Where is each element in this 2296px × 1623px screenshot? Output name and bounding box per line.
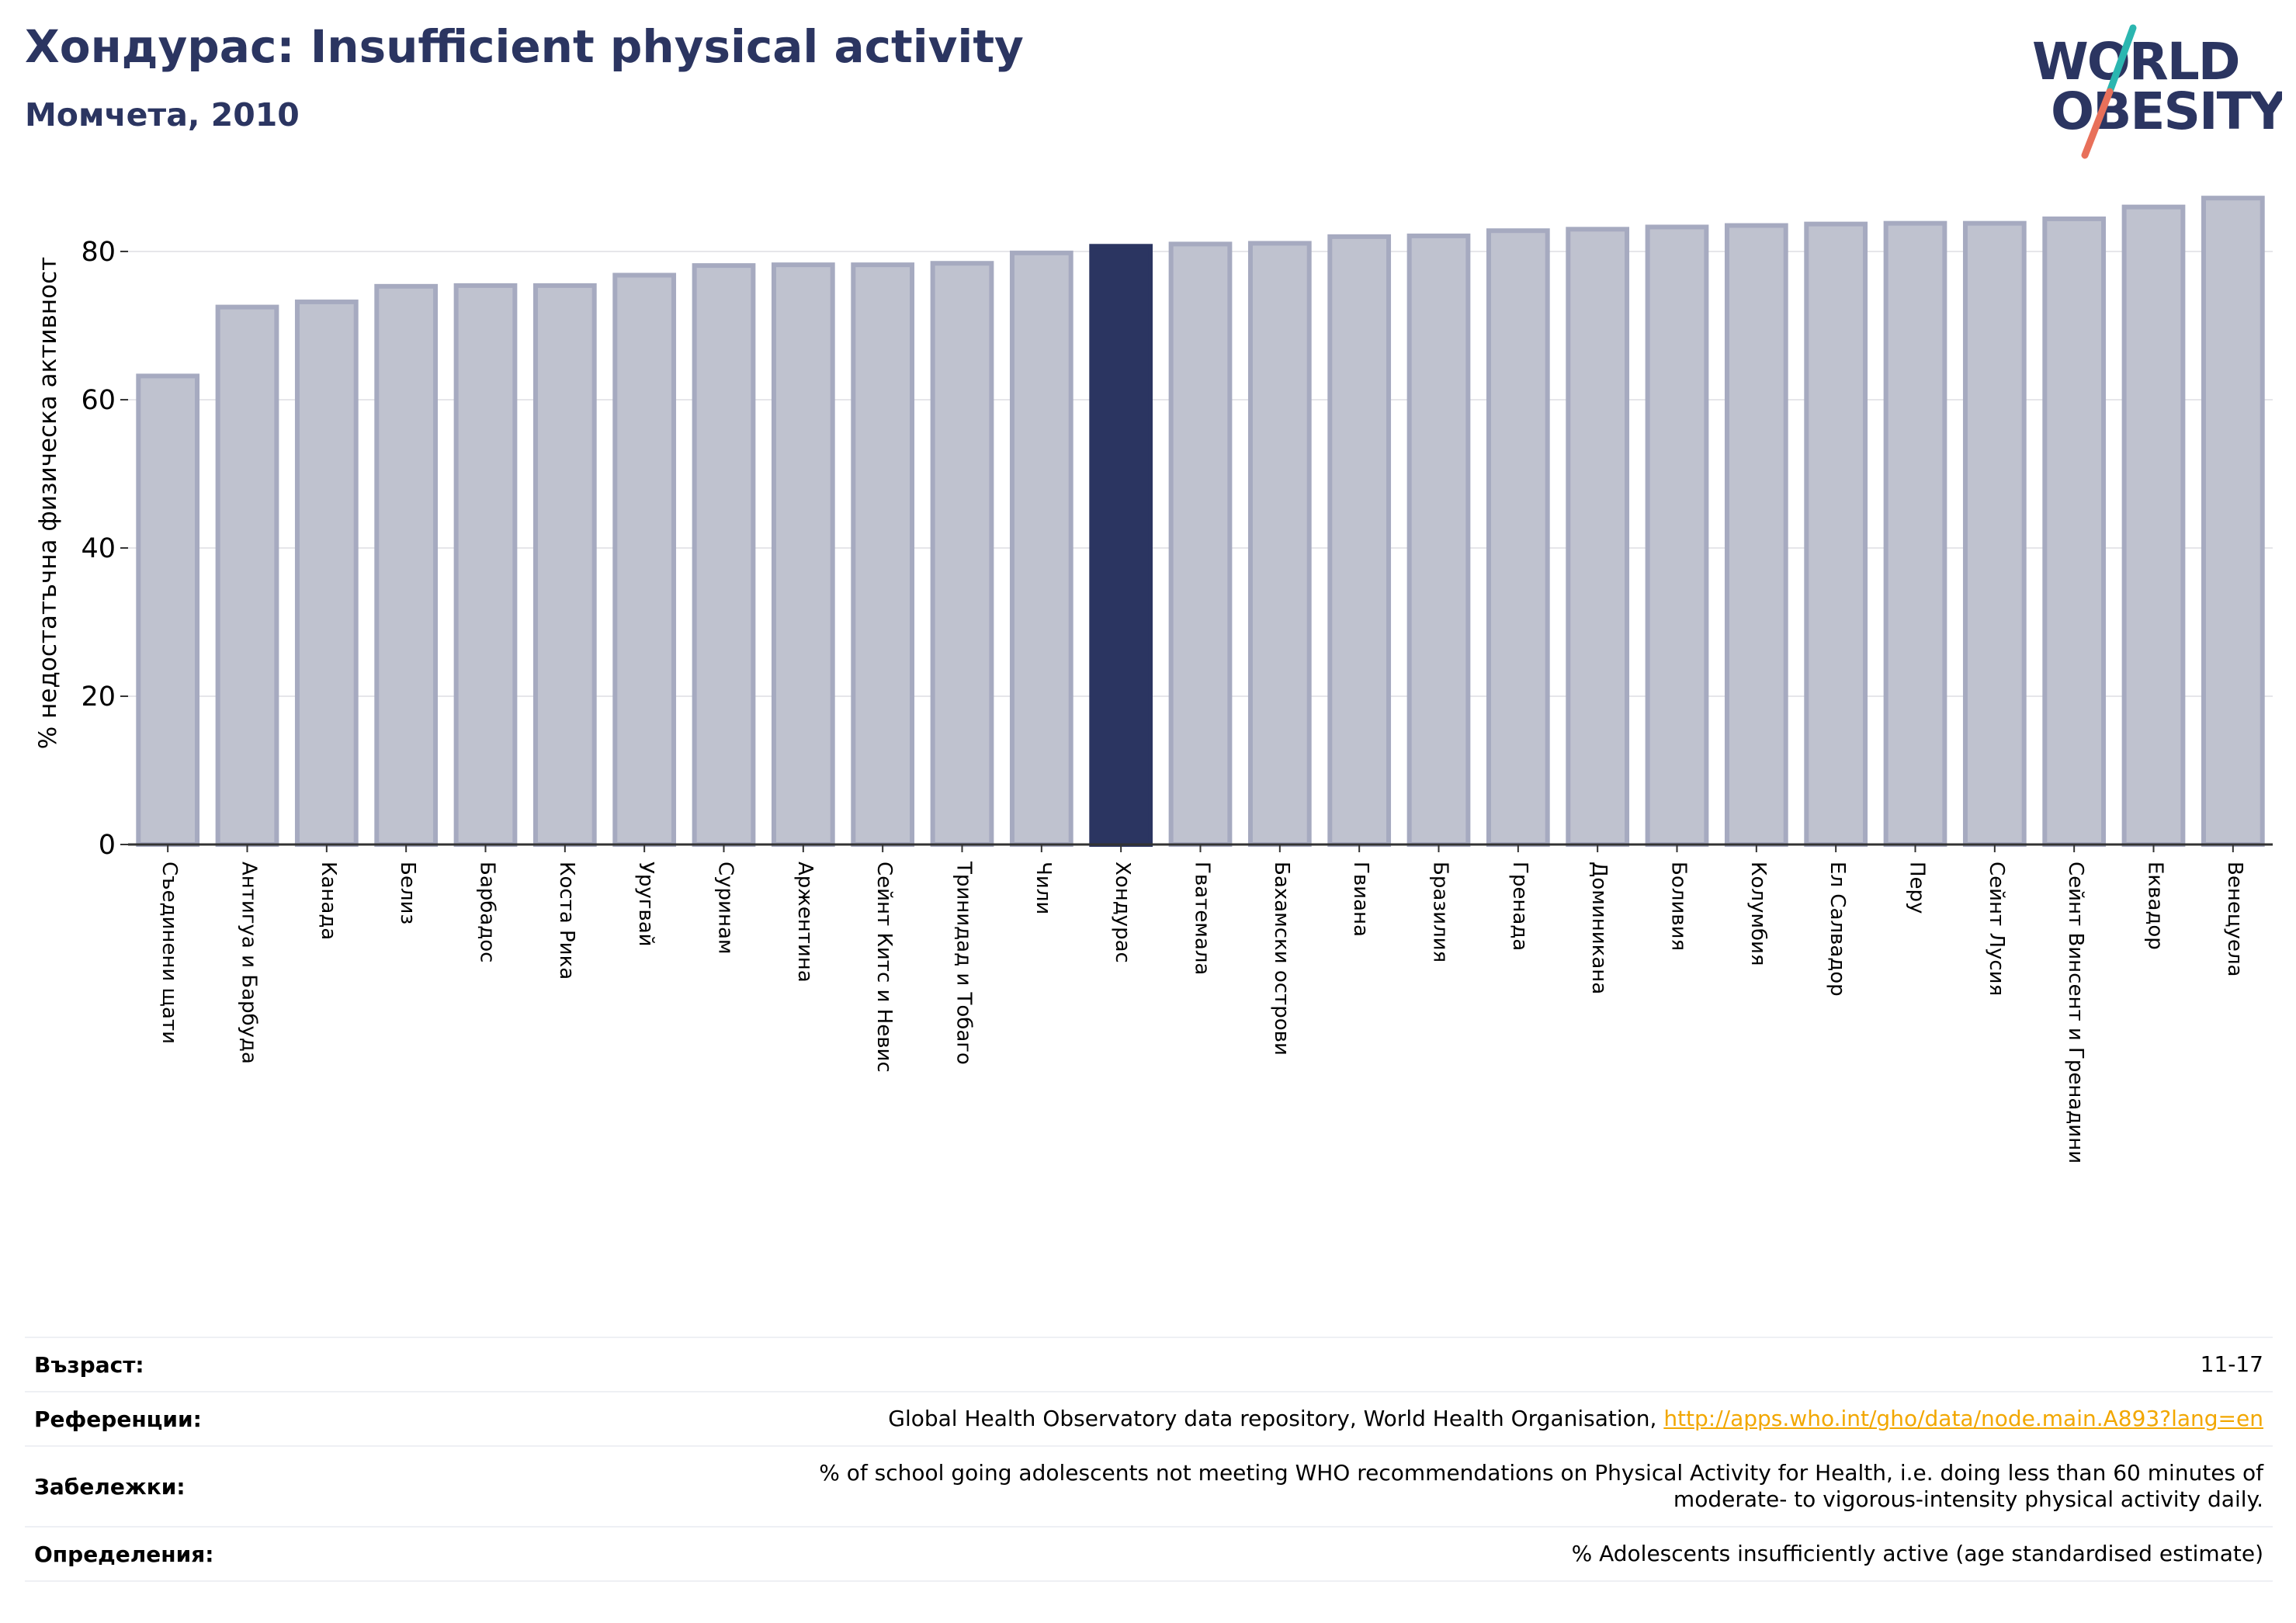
age-value: 11-17: [2200, 1351, 2263, 1377]
x-tick-label: Антигуа и Барбуда: [238, 862, 261, 1064]
bar-highlight: [1089, 244, 1153, 847]
references-text: Global Health Observatory data repositor…: [888, 1406, 1657, 1431]
axes: [120, 250, 2273, 852]
x-tick-label: Бразилия: [1429, 862, 1452, 962]
bar: [1724, 223, 1788, 847]
x-tick-label: Венецуела: [2223, 862, 2246, 976]
logo-slash-top: [2106, 24, 2137, 95]
x-tick-labels: Съединени щати Антигуа и Барбуда Канада Бел…: [158, 861, 2246, 1163]
x-tick-label: Бахамски острови: [1270, 862, 1293, 1056]
x-tick-label: Чили: [1032, 862, 1055, 914]
bar: [453, 283, 518, 847]
x-tick-label: Уругвай: [634, 862, 657, 947]
bar-chart: 0 20 40 60 80 Съединени щати Антигуа и Барбуд…: [34, 196, 2273, 1163]
x-tick-label: Суринам: [714, 862, 737, 955]
bar: [1566, 227, 1630, 848]
bar: [2121, 204, 2186, 847]
logo-line2: OBESITY: [2051, 81, 2282, 141]
x-tick-label: Еквадор: [2144, 862, 2167, 950]
bar: [215, 304, 279, 847]
x-tick-label: Гватемала: [1191, 862, 1214, 975]
logo-line1: WORLD: [2032, 32, 2239, 92]
notes-line-1: % of school going adolescents not meetin…: [819, 1460, 2263, 1486]
y-tick-label-2: 40: [81, 533, 116, 564]
bar: [851, 262, 915, 847]
info-row-references: Референции: Global Health Observatory da…: [25, 1392, 2273, 1446]
x-tick-label: Хондурас: [1111, 862, 1134, 963]
notes-label: Забележки:: [34, 1473, 186, 1500]
y-tick-label-3: 60: [81, 385, 116, 416]
bar: [771, 262, 835, 847]
references-link[interactable]: http://apps.who.int/gho/data/node.main.A…: [1663, 1406, 2263, 1431]
y-tick-label-0: 0: [99, 830, 116, 861]
chart-subtitle: Момчета, 2010: [25, 96, 300, 134]
bar: [294, 299, 359, 847]
x-tick-label: Колумбия: [1746, 862, 1770, 966]
y-axis-label: % недостатъчна физическа активност: [34, 257, 62, 749]
x-tick-label: Ел Салвадор: [1826, 862, 1849, 997]
bar: [1883, 220, 1947, 848]
bar: [930, 261, 994, 847]
bar: [1804, 221, 1868, 847]
x-tick-label: Белиз: [396, 862, 419, 924]
x-tick-label: Съединени щати: [158, 862, 181, 1044]
info-row-age: Възраст: 11-17: [25, 1337, 2273, 1392]
x-tick-label: Сейнт Лусия: [1985, 862, 2008, 996]
bar: [1645, 224, 1709, 847]
bar: [136, 373, 200, 847]
x-tick-label: Боливия: [1667, 862, 1691, 951]
bar: [692, 263, 756, 847]
world-obesity-logo: WORLD OBESITY: [2032, 24, 2282, 159]
x-tick-label: Коста Рика: [555, 862, 578, 980]
bar: [1486, 228, 1550, 847]
info-row-notes: Забележки: % of school going adolescents…: [25, 1446, 2273, 1527]
y-tick-labels: 0 20 40 60 80: [81, 237, 116, 861]
logo-slash-bottom: [2081, 88, 2114, 159]
bar: [2201, 196, 2265, 847]
bar: [1247, 241, 1312, 847]
bar: [1009, 250, 1073, 847]
y-tick-label-4: 80: [81, 237, 116, 268]
definitions-value: % Adolescents insufficiently active (age…: [1571, 1541, 2263, 1566]
x-tick-label: Тринидад и Тобаго: [952, 861, 976, 1065]
bar: [374, 283, 439, 847]
info-row-definitions: Определения: % Adolescents insufficientl…: [25, 1527, 2273, 1581]
age-label: Възраст:: [34, 1351, 144, 1378]
references-label: Референции:: [34, 1406, 202, 1432]
x-tick-label: Перу: [1906, 862, 1929, 914]
x-tick-label: Канада: [317, 862, 340, 940]
definitions-label: Определения:: [34, 1541, 214, 1567]
info-table: Възраст: 11-17 Референции: Global Health…: [25, 1337, 2273, 1582]
bar: [2042, 216, 2107, 848]
bar: [1406, 233, 1471, 847]
x-tick-label: Гренада: [1508, 862, 1531, 951]
bars: [136, 196, 2265, 848]
references-value: Global Health Observatory data repositor…: [354, 1392, 2273, 1446]
x-tick-label: Сейнт Винсент и Гренадини: [2064, 862, 2087, 1163]
x-tick-label: Доминикана: [1587, 862, 1611, 994]
bar: [1962, 220, 2027, 848]
x-tick-label: Гвиана: [1349, 862, 1372, 937]
bar: [1327, 234, 1392, 847]
bar: [1168, 241, 1233, 847]
x-tick-label: Аржентина: [793, 862, 817, 983]
chart-title: Хондурас: Insufficient physical activity: [25, 20, 1024, 73]
notes-value: % of school going adolescents not meetin…: [354, 1446, 2273, 1527]
bar: [532, 283, 597, 847]
notes-line-2: moderate- to vigorous-intensity physical…: [1673, 1486, 2263, 1512]
y-tick-label-1: 20: [81, 681, 116, 713]
x-tick-label: Барбадос: [476, 862, 499, 962]
bar: [612, 272, 677, 847]
x-tick-label: Сейнт Китс и Невис: [872, 862, 896, 1073]
